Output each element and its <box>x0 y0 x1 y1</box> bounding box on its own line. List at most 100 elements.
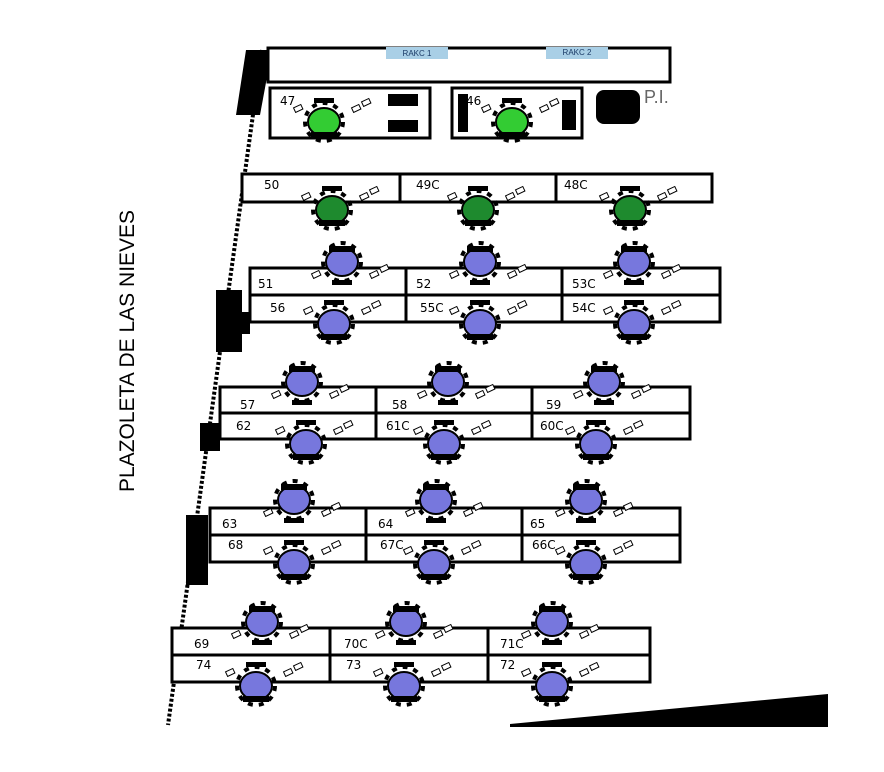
workstation-51[interactable]: 51 <box>258 241 390 291</box>
workstation-label: 60C <box>540 419 564 433</box>
workstation-label: 61C <box>386 419 410 433</box>
keyboard-icon <box>262 507 274 518</box>
keyboard-icon <box>430 667 442 678</box>
workstation-label: 54C <box>572 301 596 315</box>
monitor-icon <box>396 640 416 645</box>
keyboard-icon <box>360 305 372 316</box>
workstation-label: 59 <box>546 398 561 412</box>
workstation-65[interactable]: 65 <box>530 479 634 531</box>
workstation-50[interactable]: 50 <box>264 178 380 231</box>
workstation-label: 68 <box>228 538 243 552</box>
chair-seat-icon <box>463 247 497 277</box>
server-room: RAKC 1 RAKC 2 P.I. <box>266 46 672 124</box>
chair-back-icon <box>249 606 275 612</box>
chair-back-icon <box>573 574 599 580</box>
workstation-64[interactable]: 64 <box>378 479 484 531</box>
workstation-54c[interactable]: 54C <box>572 299 682 345</box>
chair-back-icon <box>431 454 457 460</box>
chair-legs-icon <box>613 241 655 283</box>
workstation-61c[interactable]: 61C <box>386 419 492 465</box>
workstation-55c[interactable]: 55C <box>420 299 528 345</box>
chair-back-icon <box>465 220 491 226</box>
chair-seat-icon <box>587 367 621 397</box>
chair-seat-icon <box>569 549 603 579</box>
chair-seat-icon <box>535 607 569 637</box>
keyboard-icon <box>302 305 314 316</box>
keyboard-icon <box>350 103 362 114</box>
monitor-icon <box>502 98 522 103</box>
keyboard-icon <box>372 667 384 678</box>
workstation-47[interactable]: 47 <box>280 94 372 143</box>
chair-back-icon <box>293 454 319 460</box>
chair-seat-icon <box>463 309 497 339</box>
chair-seat-icon <box>431 367 465 397</box>
monitor-icon <box>394 662 414 667</box>
monitor-icon <box>424 540 444 545</box>
monitor-icon <box>426 518 446 523</box>
workstation-label: 73 <box>346 658 361 672</box>
workstation-57[interactable]: 57 <box>240 361 350 412</box>
keyboard-icon <box>660 305 672 316</box>
keyboard-icon <box>368 185 380 196</box>
keyboard-icon <box>520 629 532 640</box>
workstation-56[interactable]: 56 <box>270 299 382 345</box>
chair-seat-icon <box>617 247 651 277</box>
chair-seat-icon <box>617 309 651 339</box>
monitor-icon <box>292 400 312 405</box>
chair-back-icon <box>391 696 417 702</box>
workstation-67c[interactable]: 67C <box>380 538 482 585</box>
workstation-49c[interactable]: 49C <box>416 178 526 231</box>
workstation-68[interactable]: 68 <box>228 538 342 585</box>
workstation-72[interactable]: 72 <box>500 658 600 707</box>
keyboard-icon <box>328 389 340 400</box>
workstation-69[interactable]: 69 <box>194 601 310 651</box>
rack-1-label: RAKC 1 <box>403 49 432 58</box>
keyboard-icon <box>564 425 576 436</box>
workstation-label: 57 <box>240 398 255 412</box>
printer-icon <box>596 90 640 124</box>
workstation-62[interactable]: 62 <box>236 419 354 465</box>
chair-back-icon <box>421 574 447 580</box>
workstation-label: 47 <box>280 94 295 108</box>
street-label: PLAZOLETA DE LAS NIEVES <box>116 210 139 492</box>
walls <box>166 49 828 727</box>
keyboard-icon <box>320 545 332 556</box>
keyboard-icon <box>330 539 342 550</box>
workstation-48c[interactable]: 48C <box>564 178 678 231</box>
rack-2-label: RAKC 2 <box>563 48 592 57</box>
keyboard-icon <box>446 191 458 202</box>
workstation-74[interactable]: 74 <box>196 658 304 707</box>
workstation-label: 69 <box>194 637 209 651</box>
monitor-icon <box>252 640 272 645</box>
workstation-70c[interactable]: 70C <box>344 601 454 651</box>
keyboard-icon <box>630 389 642 400</box>
keyboard-icon <box>330 501 342 512</box>
workstation-66c[interactable]: 66C <box>532 538 634 585</box>
chair-back-icon <box>329 246 355 252</box>
keyboard-icon <box>578 629 590 640</box>
workstation-label: 67C <box>380 538 404 552</box>
keyboard-icon <box>588 661 600 672</box>
workstation-63[interactable]: 63 <box>222 479 342 531</box>
monitor-icon <box>314 98 334 103</box>
keyboard-icon <box>622 501 634 512</box>
workstation-60c[interactable]: 60C <box>540 419 644 465</box>
workstation-59[interactable]: 59 <box>546 361 652 412</box>
workstation-58[interactable]: 58 <box>392 361 496 412</box>
workstation-label: 74 <box>196 658 211 672</box>
monitor-icon <box>576 540 596 545</box>
monitor-icon <box>434 420 454 425</box>
workstation-53c[interactable]: 53C <box>572 241 682 291</box>
monitor-icon <box>438 400 458 405</box>
workstation-71c[interactable]: 71C <box>500 601 600 651</box>
chair-back-icon <box>539 696 565 702</box>
rack-2 <box>546 47 608 59</box>
workstation-52[interactable]: 52 <box>416 241 528 291</box>
keyboard-icon <box>506 269 518 280</box>
monitor-icon <box>468 186 488 191</box>
top-desk-details <box>388 94 576 132</box>
workstation-73[interactable]: 73 <box>346 658 452 707</box>
chair-legs-icon <box>273 479 315 521</box>
keyboard-icon <box>404 507 416 518</box>
workstation-46[interactable]: 46 <box>466 94 560 143</box>
